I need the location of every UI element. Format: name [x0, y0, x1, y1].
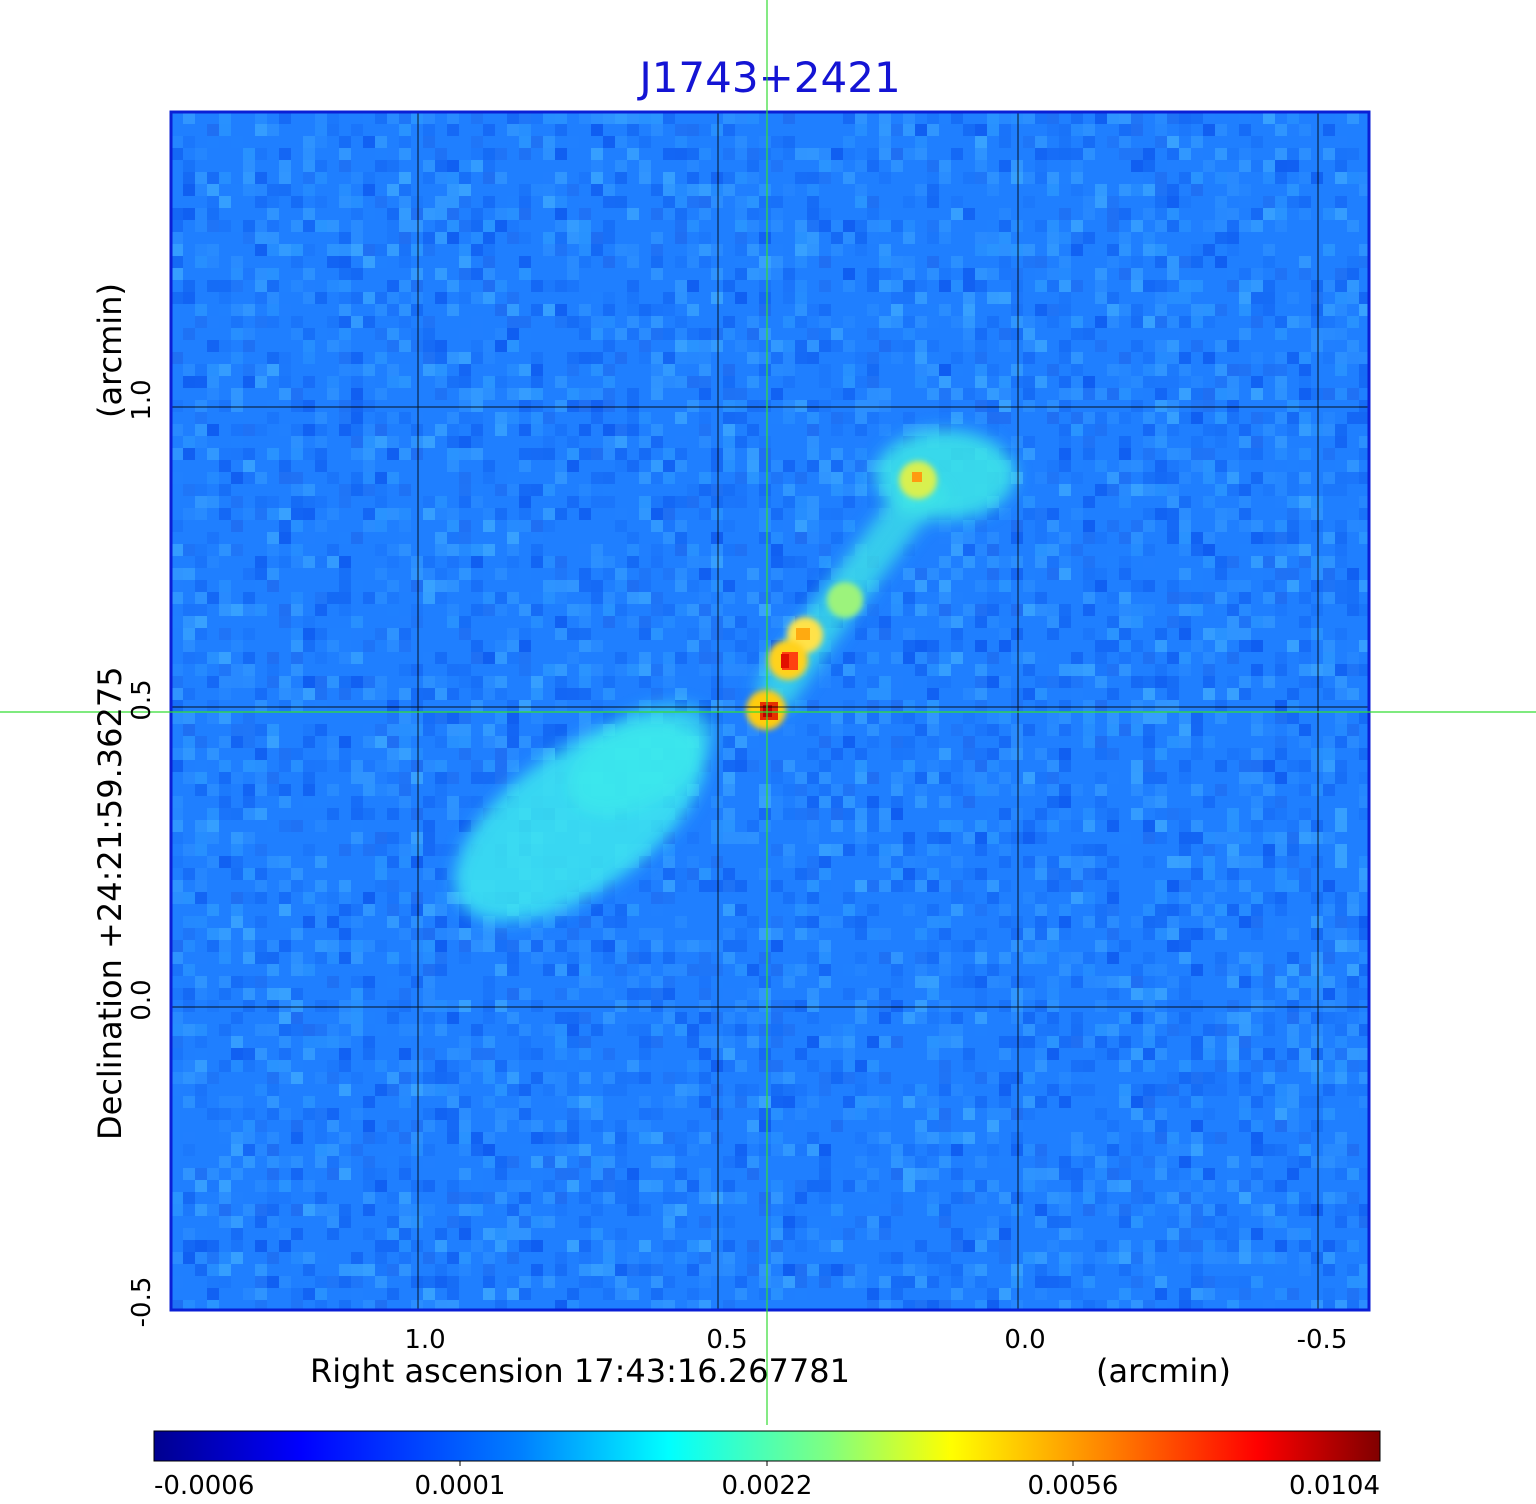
- y-tick-label: 0.5: [127, 679, 157, 720]
- x-tick-labels: 1.0 0.5 0.0 -0.5: [404, 1325, 1347, 1355]
- x-tick-label: 1.0: [404, 1325, 445, 1355]
- x-tick-label: -0.5: [1297, 1325, 1348, 1355]
- colorbar-label: 0.0001: [415, 1471, 506, 1500]
- y-tick-label: 1.0: [127, 379, 157, 420]
- x-axis-label: Right ascension 17:43:16.267781: [310, 1352, 850, 1390]
- y-axis-label: Declination +24:21:59.36275: [91, 666, 129, 1140]
- figure-title: J1743+2421: [636, 53, 900, 102]
- y-tick-labels: 1.0 0.5 0.0 -0.5: [127, 379, 157, 1327]
- colorbar-label: -0.0006: [154, 1471, 254, 1500]
- colorbar: -0.0006 0.0001 0.0022 0.0056 0.0104: [154, 1431, 1380, 1500]
- colorbar-label: 0.0022: [722, 1471, 813, 1500]
- x-tick-label: 0.5: [706, 1325, 747, 1355]
- x-tick-label: 0.0: [1004, 1325, 1045, 1355]
- colorbar-label: 0.0104: [1289, 1471, 1380, 1500]
- y-tick-label: 0.0: [127, 979, 157, 1020]
- y-axis-unit: (arcmin): [91, 283, 129, 418]
- colorbar-label: 0.0056: [1028, 1471, 1119, 1500]
- x-axis-unit: (arcmin): [1096, 1352, 1231, 1390]
- y-tick-label: -0.5: [127, 1277, 157, 1328]
